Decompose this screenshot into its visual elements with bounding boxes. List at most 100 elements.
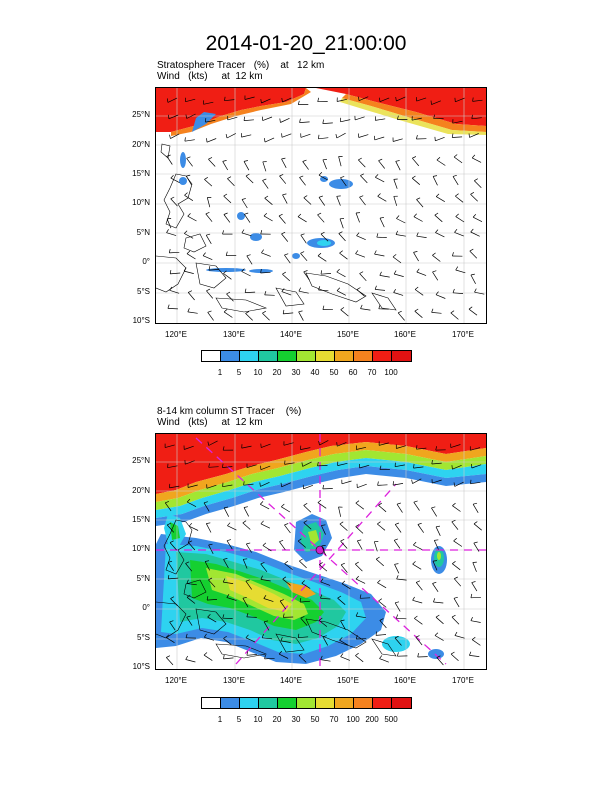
wind-barb [223,657,234,660]
wind-barb [471,117,482,120]
wind-barb-feather [453,538,457,542]
wind-barb [243,483,254,486]
wind-barb-feather [264,620,269,623]
wind-barb-feather [204,177,208,180]
wind-barb-feather [208,463,210,468]
wind-barb [413,502,420,511]
wind-barb-feather [356,232,360,236]
wind-barb [378,505,387,513]
wind-barb [393,138,403,142]
wind-barb-feather [223,270,227,274]
wind-barb-feather [204,633,207,638]
panel2-lon-120e: 120°E [165,676,187,685]
wind-barb [166,657,174,666]
wind-barb [298,290,309,294]
wind-barb [169,251,180,254]
wind-barb-feather [222,230,224,235]
wind-barb-feather [185,633,188,638]
wind-barb [377,582,387,589]
wind-barb [473,542,480,552]
wind-barb-feather [261,249,264,254]
wind-barb-feather [453,596,458,599]
wind-barb-feather [224,506,229,509]
wind-barb-feather [416,232,419,237]
wind-barb-feather [430,100,432,105]
wind-barb [393,196,398,206]
wind-barb [455,97,465,103]
wind-barb [455,195,464,203]
wind-barb [241,445,252,449]
wind-barb [360,308,371,311]
wind-barb [454,481,464,487]
wind-barb [470,194,478,202]
wind-barb-feather [246,612,249,618]
wind-barb-feather [434,212,439,216]
wind-barb-feather [303,270,308,273]
wind-barb [392,256,402,264]
wind-barb-feather [376,233,379,238]
wind-barb [355,578,366,584]
wind-barb-feather [396,575,399,580]
panel1-lat-20n: 20°N [132,140,150,149]
wind-barb [356,289,365,297]
wind-barb-feather [208,543,213,546]
wind-barb-feather [322,119,324,124]
wind-barb-feather [433,598,436,603]
wind-barb [241,199,248,209]
wind-barb [261,252,271,257]
panel1-colorbar-label: 5 [236,368,242,377]
wind-barb-feather [203,652,208,656]
wind-barb [320,581,331,586]
wind-barb-feather [260,230,263,235]
wind-barb [187,484,198,488]
wind-barb [297,540,306,548]
wind-barb-feather [303,195,308,198]
wind-barb-feather [375,174,379,178]
wind-barb [300,133,311,138]
wind-barb [283,442,294,446]
wind-barb-feather [317,499,322,503]
wind-barb-feather [297,213,302,217]
wind-barb-feather [355,635,358,640]
wind-barb-feather [243,481,245,486]
wind-barb-feather [297,100,300,105]
wind-barb-feather [379,271,382,276]
wind-barb [263,598,274,602]
wind-barb [337,442,347,447]
wind-barb-feather [340,538,345,542]
wind-barb [166,156,173,165]
panel1-colorbar-swatch [297,351,316,361]
wind-barb [468,308,478,316]
wind-barb [433,540,439,550]
wind-barb [453,578,462,587]
wind-barb [278,215,286,224]
wind-barb-feather [226,539,231,542]
wind-barb [184,233,194,239]
wind-barb-feather [358,157,362,161]
wind-barb-feather [471,154,476,159]
wind-barb-feather [245,634,249,639]
wind-barb [222,484,233,488]
wind-barb [246,543,252,553]
wind-barb-feather [184,137,186,142]
wind-barb [205,213,213,222]
wind-barb-feather [223,193,228,197]
wind-barb-feather [206,233,211,236]
wind-barb-feather [225,134,228,139]
wind-barb-feather [318,286,321,291]
wind-barb-feather [170,596,175,599]
wind-barb-feather [359,594,362,599]
wind-barb-feather [262,310,266,314]
wind-barb-feather [261,633,264,638]
panel2-colorbar-swatch [335,698,354,708]
wind-barb [340,119,351,123]
wind-barb-feather [282,193,287,196]
wind-barb [355,502,365,510]
wind-barb [394,637,402,646]
figure-title: 2014-01-20_21:00:00 [205,32,407,55]
wind-barb [281,482,291,488]
wind-barb [319,440,329,446]
wind-barb [301,582,311,589]
wind-barb [472,99,483,102]
wind-barb-feather [259,482,261,487]
